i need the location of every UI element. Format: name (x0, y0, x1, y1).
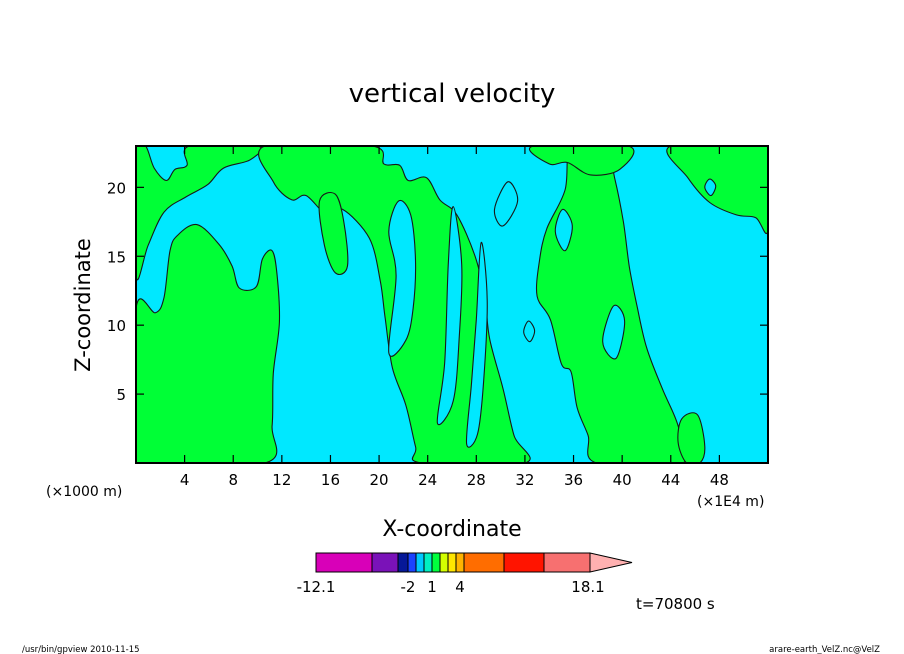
positive-region-6 (666, 146, 768, 235)
colorbar-label-3: 1 (427, 578, 437, 596)
y-tick-label-5: 5 (116, 386, 126, 404)
x-tick-label-12: 12 (272, 471, 291, 489)
positive-region-5 (529, 146, 635, 176)
footer-left: /usr/bin/gpview 2010-11-15 (22, 645, 140, 654)
positive-region-4 (535, 146, 689, 463)
colorbar-segment-9 (447, 552, 457, 573)
x-axis-ticks: 4 8 12 16 20 24 28 32 36 40 44 48 (180, 146, 729, 489)
plot-frame (135, 145, 769, 464)
colorbar-segment-7 (431, 552, 441, 573)
time-label: t=70800 s (636, 595, 715, 613)
colorbar-label-4: 4 (455, 578, 465, 596)
x-tick-label-48: 48 (710, 471, 729, 489)
colorbar-segment-6 (423, 552, 433, 573)
colorbar (315, 552, 633, 573)
positive-region-2 (136, 223, 281, 463)
negative-island-1 (388, 199, 417, 357)
negative-island-3 (465, 241, 488, 448)
x-tick-label-16: 16 (321, 471, 340, 489)
x-axis-label: X-coordinate (382, 517, 521, 542)
negative-island-5 (523, 320, 536, 343)
x-tick-label-20: 20 (370, 471, 389, 489)
x-tick-label-44: 44 (661, 471, 680, 489)
x-tick-label-28: 28 (467, 471, 486, 489)
y-axis-ticks: 5 10 15 20 (107, 179, 768, 404)
positive-region-1 (136, 146, 263, 281)
y-tick-label-10: 10 (107, 317, 126, 335)
x-tick-label-4: 4 (180, 471, 190, 489)
colorbar-label-1: -12.1 (297, 578, 336, 596)
chart-title: vertical velocity (349, 79, 556, 109)
colorbar-segment-2 (371, 552, 399, 573)
colorbar-segment-10 (455, 552, 465, 573)
colorbar-segment-12 (503, 552, 545, 573)
negative-velocity-islands (388, 178, 717, 448)
colorbar-segment-11 (463, 552, 505, 573)
x-tick-label-40: 40 (613, 471, 632, 489)
x-tick-label-32: 32 (515, 471, 534, 489)
footer-right: arare-earth_VelZ.nc@VelZ (769, 645, 880, 654)
negative-island-7 (602, 304, 626, 360)
x-tick-label-36: 36 (564, 471, 583, 489)
negative-island-6 (554, 208, 573, 252)
negative-island-4 (493, 181, 519, 227)
colorbar-label-2: -2 (401, 578, 416, 596)
colorbar-segment-13 (543, 552, 591, 573)
x-tick-label-8: 8 (228, 471, 238, 489)
colorbar-arrow (589, 552, 633, 573)
positive-region-7 (318, 192, 349, 275)
colorbar-label-5: 18.1 (571, 578, 604, 596)
x-axis-unit-left: (×1000 m) (46, 484, 122, 500)
x-tick-label-24: 24 (418, 471, 437, 489)
positive-region-8 (677, 412, 706, 463)
negative-island-8 (704, 178, 717, 197)
y-axis-label: Z-coordinate (71, 238, 95, 372)
colorbar-segment-8 (439, 552, 449, 573)
y-tick-label-20: 20 (107, 179, 126, 197)
x-axis-unit-right: (×1E4 m) (697, 494, 764, 510)
colorbar-segment-3 (397, 552, 409, 573)
colorbar-segment-4 (407, 552, 417, 573)
negative-island-2 (436, 206, 463, 426)
colorbar-labels: -12.1 -2 1 4 18.1 (297, 578, 605, 596)
y-tick-label-15: 15 (107, 248, 126, 266)
colorbar-segment-1 (315, 552, 373, 573)
colorbar-segment-5 (415, 552, 425, 573)
